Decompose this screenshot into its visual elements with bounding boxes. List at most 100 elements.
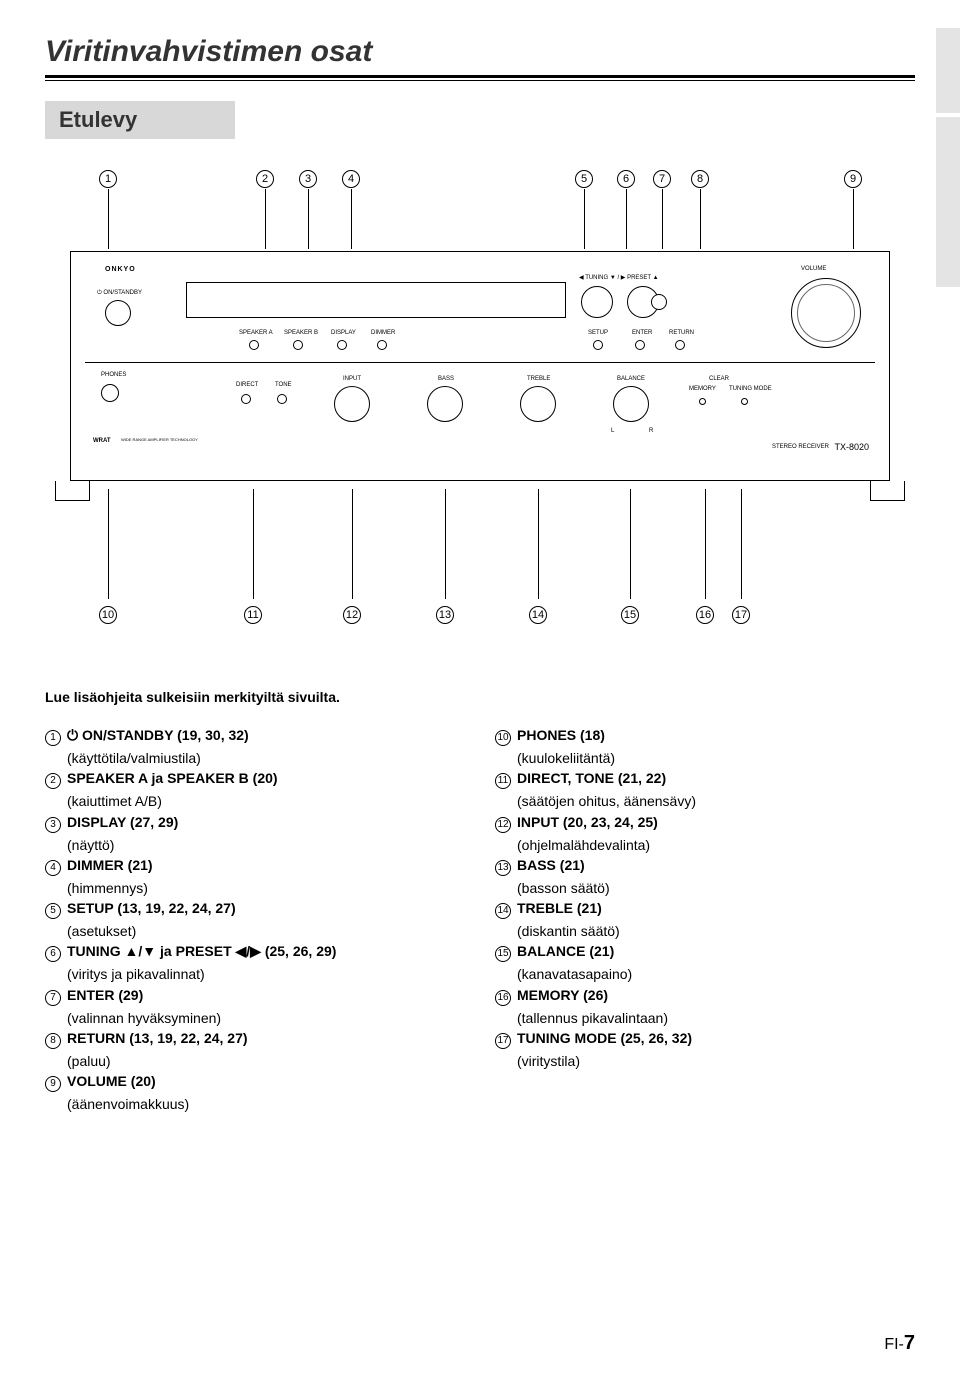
leader-line [626,189,627,249]
item-number: 3 [45,812,67,833]
legend-left: 1⏻ ON/STANDBY (19, 30, 32)(käyttötila/va… [45,725,435,1115]
balance-knob [613,386,649,422]
item-subtext: (basson säätö) [517,878,885,898]
receiver-panel: ONKYO ⏻ ON/STANDBY ◀ TUNING ▼ / ▶ PRESET… [55,251,905,501]
label: TREBLE [527,376,550,382]
label: WRAT [93,438,111,444]
on-standby-button [105,300,131,326]
section-subhead: Etulevy [45,101,235,139]
display [186,282,566,318]
item-subtext: (ohjelmalähdevalinta) [517,835,885,855]
item-number: 11 [495,768,517,789]
button [293,340,303,350]
item-text: MEMORY (26) [517,985,885,1006]
callout-number: 11 [243,605,263,624]
legend-item: 17TUNING MODE (25, 26, 32) [495,1028,885,1049]
item-text: INPUT (20, 23, 24, 25) [517,812,885,833]
leader-line [662,189,663,249]
legend-right: 10PHONES (18)(kuulokeliitäntä)11DIRECT, … [495,725,885,1115]
button [241,394,251,404]
legend-item: 1⏻ ON/STANDBY (19, 30, 32) [45,725,435,746]
callout-number: 9 [843,169,863,188]
label: BASS [438,376,454,382]
leader-line [265,189,266,249]
leader-line [108,489,109,599]
item-text: VOLUME (20) [67,1071,435,1092]
label: WIDE RANGE AMPLIFIER TECHNOLOGY [121,438,198,442]
item-text: TUNING MODE (25, 26, 32) [517,1028,885,1049]
item-number: 9 [45,1071,67,1092]
item-subtext: (kuulokeliitäntä) [517,748,885,768]
legend-item: 15BALANCE (21) [495,941,885,962]
callout-number: 5 [574,169,594,188]
bass-knob [427,386,463,422]
label: BALANCE [617,376,645,382]
label: CLEAR [709,376,729,382]
button [635,340,645,350]
legend-item: 12INPUT (20, 23, 24, 25) [495,812,885,833]
legend-item: 5SETUP (13, 19, 22, 24, 27) [45,898,435,919]
label: VOLUME [801,266,826,272]
item-subtext: (kanavatasapaino) [517,964,885,984]
item-text: PHONES (18) [517,725,885,746]
nav-ring [581,286,613,318]
side-tabs [936,0,960,291]
item-number: 10 [495,725,517,746]
item-subtext: (viritystila) [517,1051,885,1071]
button [741,398,748,405]
item-number: 15 [495,941,517,962]
legend-item: 3DISPLAY (27, 29) [45,812,435,833]
leader-line [741,489,742,599]
legend-item: 14TREBLE (21) [495,898,885,919]
leader-line [853,189,854,249]
label: R [649,428,653,434]
callout-number: 1 [98,169,118,188]
callout-number: 10 [98,605,118,624]
label: INPUT [343,376,361,382]
item-text: SPEAKER A ja SPEAKER B (20) [67,768,435,789]
label: STEREO RECEIVER [772,444,829,450]
legend-item: 9VOLUME (20) [45,1071,435,1092]
button [277,394,287,404]
item-text: SETUP (13, 19, 22, 24, 27) [67,898,435,919]
item-subtext: (diskantin säätö) [517,921,885,941]
leader-line [108,189,109,249]
label: TONE [275,382,292,388]
item-number: 8 [45,1028,67,1049]
legend-columns: 1⏻ ON/STANDBY (19, 30, 32)(käyttötila/va… [45,725,915,1115]
label: SPEAKER A [239,330,273,336]
treble-knob [520,386,556,422]
leader-line [352,489,353,599]
brand-label: ONKYO [105,266,136,273]
callout-number: 6 [616,169,636,188]
item-number: 12 [495,812,517,833]
input-knob [334,386,370,422]
legend-item: 4DIMMER (21) [45,855,435,876]
page-title: Viritinvahvistimen osat [45,35,915,69]
leader-line [445,489,446,599]
item-number: 6 [45,941,67,962]
item-number: 5 [45,898,67,919]
item-subtext: (säätöjen ohitus, äänensävy) [517,791,885,811]
tab [936,28,960,113]
button [699,398,706,405]
panel-foot [55,481,90,501]
tab [936,117,960,287]
item-text: DIRECT, TONE (21, 22) [517,768,885,789]
leader-line [584,189,585,249]
intro-line: Lue lisäohjeita sulkeisiin merkityiltä s… [45,689,915,705]
label: DIMMER [371,330,395,336]
leader-line [253,489,254,599]
legend-item: 7ENTER (29) [45,985,435,1006]
panel-foot [870,481,905,501]
item-number: 1 [45,725,67,746]
button [675,340,685,350]
label: ◀ TUNING ▼ / ▶ PRESET ▲ [579,274,659,281]
callout-number: 14 [528,605,548,624]
callout-number: 15 [620,605,640,624]
button [593,340,603,350]
callout-number: 2 [255,169,275,188]
button [249,340,259,350]
item-text: ⏻ ON/STANDBY (19, 30, 32) [67,725,435,746]
item-text: BALANCE (21) [517,941,885,962]
